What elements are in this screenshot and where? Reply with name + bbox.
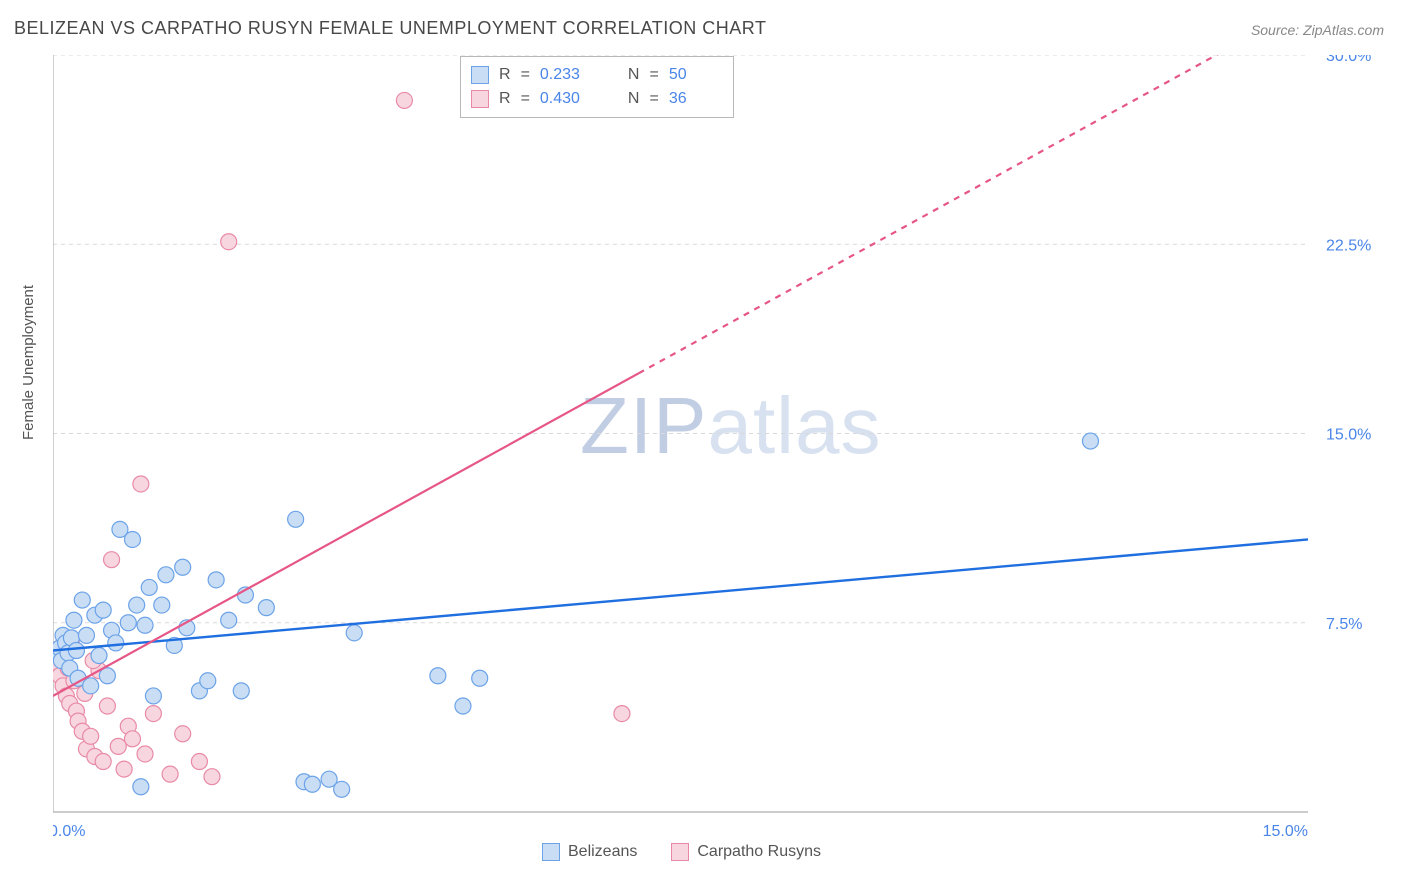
legend-item-carpatho: Carpatho Rusyns (671, 843, 821, 861)
svg-text:30.0%: 30.0% (1326, 55, 1371, 65)
swatch-belizeans (471, 66, 489, 84)
svg-text:15.0%: 15.0% (1263, 823, 1308, 837)
plot-svg: 7.5% 15.0% 22.5% 30.0% 0.0% 15.0% (53, 55, 1388, 837)
svg-text:15.0%: 15.0% (1326, 427, 1371, 444)
plot-area: 7.5% 15.0% 22.5% 30.0% 0.0% 15.0% (53, 55, 1388, 837)
svg-text:7.5%: 7.5% (1326, 616, 1362, 633)
chart-title: BELIZEAN VS CARPATHO RUSYN FEMALE UNEMPL… (14, 18, 766, 39)
stats-row-belizeans: R = 0.233 N = 50 (471, 63, 719, 87)
svg-text:0.0%: 0.0% (53, 823, 85, 837)
stats-row-carpatho: R = 0.430 N = 36 (471, 87, 719, 111)
chart-container: BELIZEAN VS CARPATHO RUSYN FEMALE UNEMPL… (0, 0, 1406, 892)
svg-text:22.5%: 22.5% (1326, 237, 1371, 254)
swatch-icon (542, 843, 560, 861)
swatch-carpatho (471, 90, 489, 108)
source-credit: Source: ZipAtlas.com (1251, 22, 1384, 38)
y-axis-label: Female Unemployment (20, 285, 37, 440)
stats-legend: R = 0.233 N = 50 R = 0.430 N = 36 (460, 56, 734, 118)
legend-item-belizeans: Belizeans (542, 843, 637, 861)
bottom-legend: Belizeans Carpatho Rusyns (542, 843, 821, 861)
swatch-icon (671, 843, 689, 861)
